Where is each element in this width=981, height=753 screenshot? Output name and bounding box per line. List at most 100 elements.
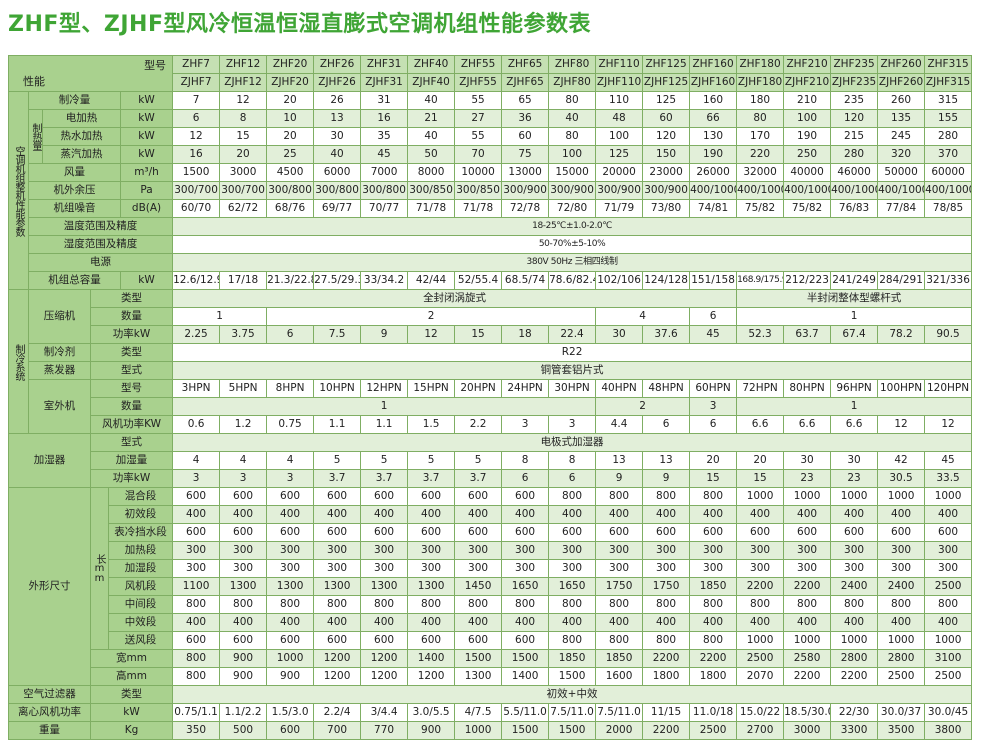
row-label: 类型 bbox=[89, 343, 174, 362]
cell-value: 2 bbox=[266, 307, 597, 326]
cell-value: 600 bbox=[454, 487, 503, 506]
cell-value: 7.5/11.0 bbox=[595, 703, 644, 722]
cell-value: 68/76 bbox=[266, 199, 315, 218]
cell-value: 6 bbox=[642, 415, 691, 434]
cell-value: 2580 bbox=[783, 649, 832, 668]
cell-value: 300 bbox=[783, 541, 832, 560]
cell-value: 300/850 bbox=[454, 181, 503, 200]
model-name: ZJHF26 bbox=[313, 73, 362, 92]
cell-value: 380V 50Hz 三相四线制 bbox=[172, 253, 973, 272]
cell-value: 2.2 bbox=[454, 415, 503, 434]
cell-value: 32000 bbox=[736, 163, 785, 182]
model-name: ZHF7 bbox=[172, 55, 221, 74]
cell-value: 800 bbox=[501, 595, 550, 614]
cell-value: 72HPN bbox=[736, 379, 785, 398]
cell-value: 120 bbox=[642, 127, 691, 146]
cell-value: 3.75 bbox=[219, 325, 268, 344]
cell-value: 400 bbox=[924, 505, 973, 524]
row-label: 机外余压 bbox=[28, 181, 121, 200]
cell-value: 400 bbox=[266, 613, 315, 632]
row-label: kW bbox=[119, 271, 174, 290]
cell-value: 300 bbox=[360, 559, 409, 578]
cell-value: 15 bbox=[689, 469, 738, 488]
cell-value: 800 bbox=[360, 595, 409, 614]
cell-value: 71/78 bbox=[454, 199, 503, 218]
cell-value: 2200 bbox=[830, 667, 879, 686]
cell-value: 300 bbox=[360, 541, 409, 560]
cell-value: 400 bbox=[219, 613, 268, 632]
cell-value: 1 bbox=[736, 397, 973, 416]
cell-value: 9 bbox=[642, 469, 691, 488]
cell-value: 6 bbox=[266, 325, 315, 344]
cell-value: 30 bbox=[830, 451, 879, 470]
cell-value: 600 bbox=[360, 487, 409, 506]
cell-value: 400 bbox=[172, 613, 221, 632]
table-row: 机组噪音 dB(A) 60/70 62/72 68/76 69/77 70/77 71/78 7… bbox=[9, 199, 973, 218]
cell-value: 800 bbox=[266, 595, 315, 614]
cell-value: 400 bbox=[172, 505, 221, 524]
cell-value: 1750 bbox=[595, 577, 644, 596]
cell-value: 180 bbox=[736, 91, 785, 110]
table-row: 电源 380V 50Hz 三相四线制 bbox=[9, 253, 973, 272]
row-label: Kg bbox=[89, 721, 174, 740]
cell-value: 40 bbox=[548, 109, 597, 128]
cell-value: 5 bbox=[313, 451, 362, 470]
cell-value: 300 bbox=[595, 541, 644, 560]
cell-value: 600 bbox=[360, 631, 409, 650]
cell-value: 600 bbox=[454, 523, 503, 542]
cell-value: 70 bbox=[454, 145, 503, 164]
cell-value: 1300 bbox=[266, 577, 315, 596]
cell-value: 300 bbox=[642, 541, 691, 560]
cell-value: 40HPN bbox=[595, 379, 644, 398]
cell-value: 20 bbox=[689, 451, 738, 470]
cell-value: 300/800 bbox=[266, 181, 315, 200]
cell-value: 6.6 bbox=[783, 415, 832, 434]
table-row: 重量 Kg 350 500 600 700 770 900 1000 1500 1500 2000 22… bbox=[8, 721, 973, 740]
cell-value: 3.0/5.5 bbox=[407, 703, 456, 722]
cell-value: 12 bbox=[877, 415, 926, 434]
cell-value: 80 bbox=[548, 91, 597, 110]
cell-value: 1600 bbox=[595, 667, 644, 686]
row-label: 风机功率KW bbox=[89, 415, 174, 434]
cell-value: 3000 bbox=[783, 721, 832, 740]
cell-value: 30.0/45 bbox=[924, 703, 973, 722]
cell-value: 600 bbox=[219, 631, 268, 650]
model-name: ZHF31 bbox=[360, 55, 409, 74]
cell-value: 7.5/11.0 bbox=[548, 703, 597, 722]
table-row: 机组总容量 kW 12.6/12.9 17/18 21.3/22.8 27.5/29.3 3… bbox=[9, 271, 973, 290]
cell-value: 9 bbox=[360, 325, 409, 344]
model-name: ZHF210 bbox=[783, 55, 832, 74]
cell-value: 60 bbox=[642, 109, 691, 128]
cell-value: 400/1000 bbox=[924, 181, 973, 200]
row-label: 功率kW bbox=[89, 325, 174, 344]
cell-value: 245 bbox=[877, 127, 926, 146]
cell-value: 300 bbox=[877, 541, 926, 560]
header-label: 型号 bbox=[144, 59, 167, 72]
cell-value: 800 bbox=[172, 595, 221, 614]
row-label: 湿度范围及精度 bbox=[27, 235, 174, 254]
cell-value: 800 bbox=[689, 487, 738, 506]
cell-value: 4 bbox=[595, 307, 691, 326]
model-name: ZHF65 bbox=[501, 55, 550, 74]
cell-value: 3300 bbox=[830, 721, 879, 740]
cell-value: 11/15 bbox=[642, 703, 691, 722]
cell-value: 60/70 bbox=[172, 199, 221, 218]
cell-value: 241/249 bbox=[830, 271, 879, 290]
cell-value: 300/900 bbox=[501, 181, 550, 200]
cell-value: 1000 bbox=[924, 631, 973, 650]
cell-value: 3 bbox=[689, 397, 738, 416]
cell-value: 60 bbox=[501, 127, 550, 146]
cell-value: 300 bbox=[501, 559, 550, 578]
cell-value: 800 bbox=[548, 487, 597, 506]
cell-value: 20 bbox=[266, 127, 315, 146]
cell-value: 4 bbox=[266, 451, 315, 470]
cell-value: 190 bbox=[783, 127, 832, 146]
cell-value: 12HPN bbox=[360, 379, 409, 398]
table-row: 室外机 型号 3HPN 5HPN 8HPN 10HPN 12HPN 15HPN 20HPN 24H… bbox=[9, 379, 973, 434]
cell-value: 40 bbox=[407, 91, 456, 110]
cell-value: 900 bbox=[407, 721, 456, 740]
cell-value: 2200 bbox=[642, 721, 691, 740]
cell-value: 2000 bbox=[595, 721, 644, 740]
cell-value: 300/800 bbox=[360, 181, 409, 200]
cell-value: 210 bbox=[783, 91, 832, 110]
